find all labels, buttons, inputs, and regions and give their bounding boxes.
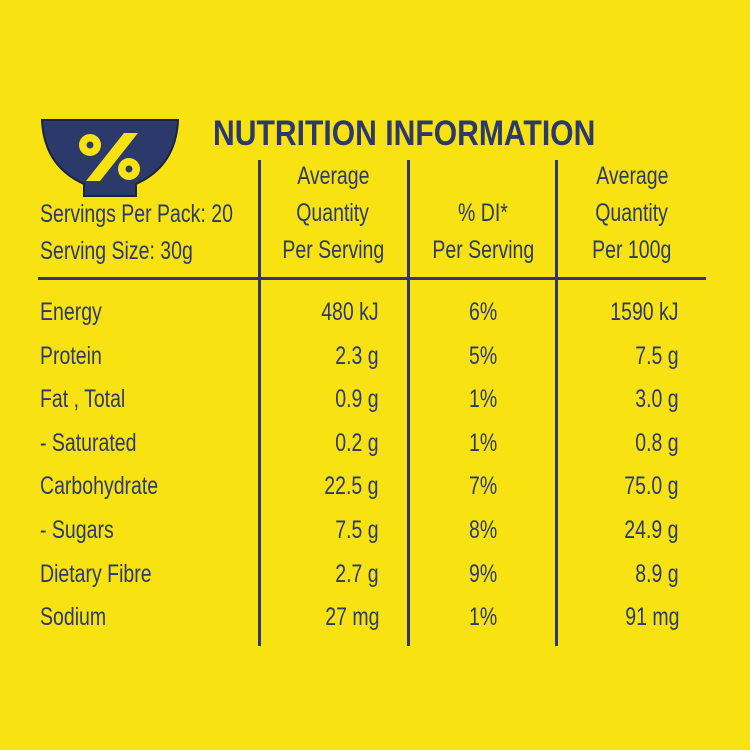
nutrient-name: - Sugars <box>40 516 114 544</box>
di-value: 1% <box>468 428 498 457</box>
column-divider <box>258 160 261 646</box>
per-serving-value: 480 kJ <box>321 298 379 326</box>
per-serving-value: 0.2 g <box>335 428 379 457</box>
nutrient-name: Protein <box>40 341 102 370</box>
column-divider <box>555 160 558 646</box>
per-serving-value: 0.9 g <box>335 385 379 414</box>
serving-size: Serving Size: 30g <box>40 237 193 265</box>
servings-per-pack: Servings Per Pack: 20 <box>40 200 233 228</box>
di-value: 1% <box>468 385 498 414</box>
per-100g-value: 0.8 g <box>635 428 679 457</box>
nutrient-name: Fat , Total <box>40 385 126 414</box>
per-serving-value: 22.5 g <box>324 472 379 501</box>
di-value: 1% <box>468 603 498 632</box>
header-per-serving: Average Quantity Per Serving <box>282 162 384 264</box>
per-100g-value: 1590 kJ <box>610 298 679 326</box>
di-value: 5% <box>468 341 498 370</box>
di-value: 8% <box>468 516 498 544</box>
di-value: 7% <box>468 472 498 501</box>
percent-bowl-icon <box>40 119 180 197</box>
per-serving-value: 2.3 g <box>335 341 379 370</box>
per-100g-value: 7.5 g <box>635 341 679 370</box>
nutrient-name: Dietary Fibre <box>40 559 152 588</box>
di-value: 6% <box>468 298 498 326</box>
header-per-100g: Average Quantity Per 100g <box>592 162 672 264</box>
per-serving-value: 2.7 g <box>335 559 379 588</box>
per-100g-value: 24.9 g <box>624 516 679 544</box>
column-divider <box>407 160 410 646</box>
nutrient-name: Sodium <box>40 603 107 632</box>
nutrient-name: Energy <box>40 298 102 326</box>
header-divider <box>38 277 706 280</box>
header-di: % DI* Per Serving <box>432 199 534 264</box>
per-serving-value: 7.5 g <box>335 516 379 544</box>
per-100g-value: 91 mg <box>624 603 679 632</box>
per-100g-value: 3.0 g <box>635 385 679 414</box>
per-100g-value: 8.9 g <box>635 559 679 588</box>
nutrient-name: - Saturated <box>40 428 137 457</box>
per-serving-value: 27 mg <box>324 603 379 632</box>
page-title: NUTRITION INFORMATION <box>213 114 596 153</box>
di-value: 9% <box>468 559 498 588</box>
nutrient-name: Carbohydrate <box>40 472 159 501</box>
per-100g-value: 75.0 g <box>624 472 679 501</box>
